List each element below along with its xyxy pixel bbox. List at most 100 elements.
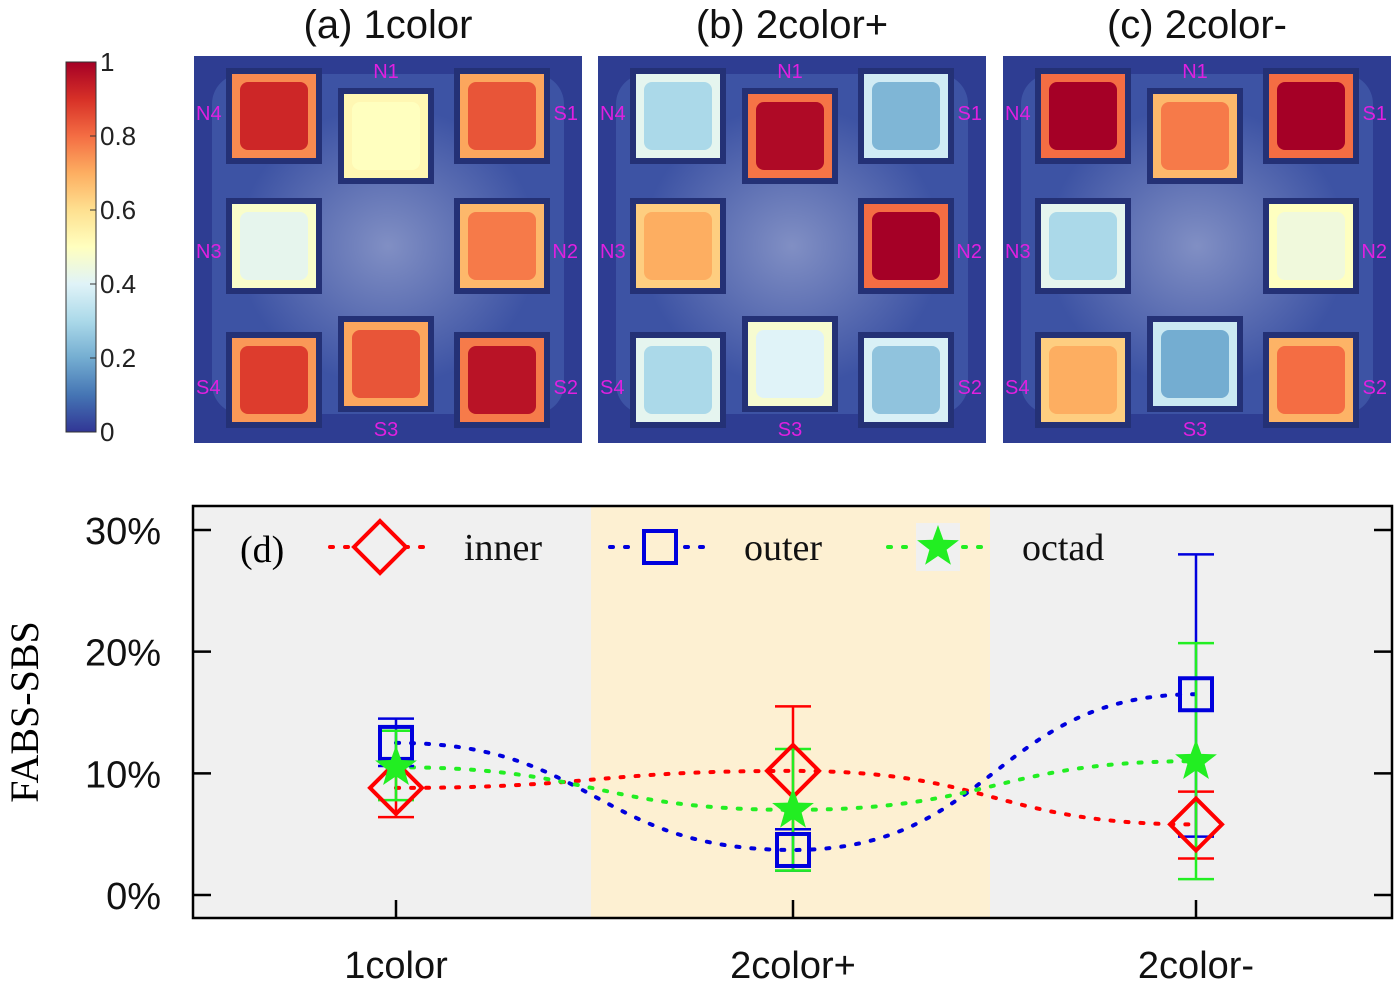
y-axis-ticks: 0% 10% 20% 30%	[85, 511, 1392, 918]
port-label-s4: S4	[1005, 377, 1029, 399]
port-label-s2: S2	[1363, 377, 1387, 399]
port-s4	[1049, 346, 1117, 414]
port-label-s1: S1	[554, 103, 578, 125]
y-axis-label: FABS-SBS	[2, 621, 47, 803]
port-label-n1: N1	[373, 61, 399, 83]
port-s2	[1277, 346, 1345, 414]
port-n4	[644, 82, 712, 150]
port-label-n4: N4	[1005, 103, 1031, 125]
port-s2	[872, 346, 940, 414]
port-s4	[644, 346, 712, 414]
port-label-s1: S1	[1363, 103, 1387, 125]
port-n4	[1049, 82, 1117, 150]
heatmap-panel-3: (c) 2color- N1 N2 N3 N4 S1 S2 S3 S4	[1003, 3, 1391, 443]
marker-outer	[775, 831, 811, 868]
port-n3	[644, 212, 712, 280]
port-label-s3: S3	[778, 419, 802, 441]
port-s3	[1161, 330, 1229, 398]
port-n4	[240, 82, 308, 150]
port-n2	[468, 212, 536, 280]
port-label-s4: S4	[600, 377, 624, 399]
legend-marker-inner	[351, 518, 409, 576]
port-label-n2: N2	[956, 241, 982, 263]
plate-glow	[238, 106, 538, 386]
plate-glow	[642, 106, 942, 386]
colorbar-tick-label: 0.2	[100, 343, 136, 373]
legend-label-outer: outer	[744, 527, 822, 569]
band-1color	[193, 506, 591, 918]
port-label-n1: N1	[1182, 61, 1208, 83]
band-2color-plus	[591, 506, 990, 918]
port-label-s2: S2	[554, 377, 578, 399]
x-tick-label: 2color-	[1138, 945, 1254, 982]
y-tick-label: 20%	[85, 633, 161, 675]
marker-octad	[772, 787, 814, 828]
port-n3	[1049, 212, 1117, 280]
port-s1	[872, 82, 940, 150]
heatmap-panel-2: (b) 2color+ N1 N2 N3 N4 S1 S2 S3 S4	[598, 3, 986, 443]
y-tick-label: 10%	[85, 754, 161, 796]
panel-title: (c) 2color-	[1107, 3, 1287, 47]
plot-frame	[191, 504, 1394, 920]
x-tick-label: 1color	[344, 945, 448, 982]
port-label-n2: N2	[552, 241, 578, 263]
port-label-s4: S4	[196, 377, 220, 399]
fabs-sbs-chart: 0% 10% 20% 30% 1color 2color+ 2color- (d) FAB…	[2, 504, 1394, 982]
panel-title: (a) 1color	[304, 3, 473, 47]
colorbar-tick-label: 0.8	[100, 121, 136, 151]
colorbar-ticks: 0 0.2 0.4 0.6 0.8 1	[90, 47, 136, 447]
port-label-n1: N1	[777, 61, 803, 83]
port-n1	[1161, 102, 1229, 170]
port-label-n3: N3	[196, 241, 222, 263]
port-s2	[468, 346, 536, 414]
marker-octad	[1175, 739, 1217, 779]
panel-label-d: (d)	[240, 529, 284, 571]
marker-inner	[1167, 795, 1225, 854]
legend: inner outer octad	[328, 518, 1104, 576]
port-s1	[1277, 82, 1345, 150]
port-label-s3: S3	[374, 419, 398, 441]
heatmap-panels: (a) 1color N1 N2 N3 N4 S1 S2 S3 S4 (b) 2color+ N1 N…	[194, 3, 1391, 443]
port-label-s2: S2	[958, 377, 982, 399]
colorbar-tick-label: 0	[100, 417, 114, 447]
port-label-n3: N3	[1005, 241, 1031, 263]
x-axis-ticks: 1color 2color+ 2color-	[344, 900, 1254, 982]
port-n2	[1277, 212, 1345, 280]
port-label-n3: N3	[600, 241, 626, 263]
marker-octad	[375, 745, 417, 785]
port-label-s3: S3	[1183, 419, 1207, 441]
series-markers	[367, 676, 1225, 868]
colorbar-tick-label: 0.4	[100, 269, 136, 299]
port-n2	[872, 212, 940, 280]
y-tick-label: 30%	[85, 511, 161, 553]
port-s1	[468, 82, 536, 150]
legend-marker-outer	[642, 529, 678, 565]
legend-marker-octad	[917, 525, 959, 565]
series-lines	[394, 692, 1198, 852]
port-label-s1: S1	[958, 103, 982, 125]
legend-marker-bg	[358, 523, 402, 571]
port-label-n2: N2	[1361, 241, 1387, 263]
marker-inner	[367, 759, 425, 817]
port-s4	[240, 346, 308, 414]
port-label-n4: N4	[196, 103, 222, 125]
port-label-n4: N4	[600, 103, 626, 125]
colorbar-tick-label: 0.6	[100, 195, 136, 225]
panel-title: (b) 2color+	[696, 3, 888, 47]
legend-label-octad: octad	[1022, 527, 1104, 569]
port-n1	[756, 102, 824, 170]
marker-outer	[1178, 676, 1214, 713]
series-line-inner	[394, 768, 1198, 827]
port-s3	[352, 330, 420, 398]
legend-label-inner: inner	[464, 527, 542, 569]
colorbar-gradient	[65, 61, 97, 433]
port-n1	[352, 102, 420, 170]
x-tick-label: 2color+	[730, 945, 856, 982]
y-tick-label: 0%	[106, 876, 161, 918]
colorbar: 0 0.2 0.4 0.6 0.8 1	[65, 47, 136, 447]
port-s3	[756, 330, 824, 398]
port-n3	[240, 212, 308, 280]
colorbar-tick-label: 1	[100, 47, 114, 77]
plate-glow	[1047, 106, 1347, 386]
heatmap-panel-1: (a) 1color N1 N2 N3 N4 S1 S2 S3 S4	[194, 3, 582, 443]
